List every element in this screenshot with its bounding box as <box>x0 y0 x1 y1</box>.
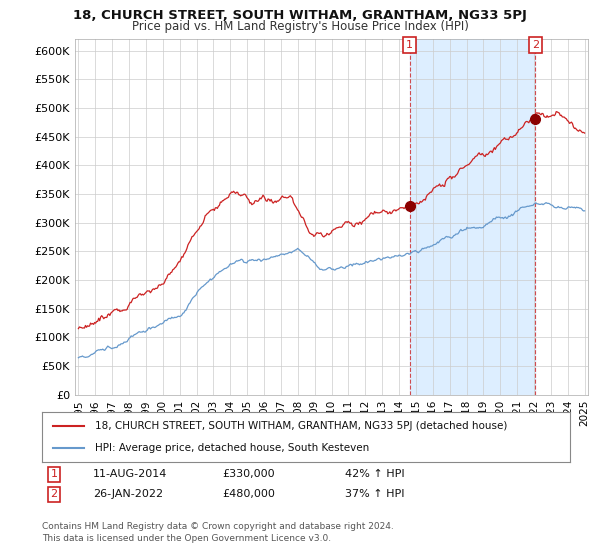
Text: 2: 2 <box>532 40 539 50</box>
Text: 26-JAN-2022: 26-JAN-2022 <box>93 489 163 500</box>
Text: Price paid vs. HM Land Registry's House Price Index (HPI): Price paid vs. HM Land Registry's House … <box>131 20 469 33</box>
Text: 11-AUG-2014: 11-AUG-2014 <box>93 469 167 479</box>
Text: 18, CHURCH STREET, SOUTH WITHAM, GRANTHAM, NG33 5PJ: 18, CHURCH STREET, SOUTH WITHAM, GRANTHA… <box>73 9 527 22</box>
Text: 18, CHURCH STREET, SOUTH WITHAM, GRANTHAM, NG33 5PJ (detached house): 18, CHURCH STREET, SOUTH WITHAM, GRANTHA… <box>95 421 507 431</box>
Text: 1: 1 <box>406 40 413 50</box>
Text: Contains HM Land Registry data © Crown copyright and database right 2024.
This d: Contains HM Land Registry data © Crown c… <box>42 522 394 543</box>
Text: £480,000: £480,000 <box>222 489 275 500</box>
Text: 42% ↑ HPI: 42% ↑ HPI <box>345 469 404 479</box>
Text: 37% ↑ HPI: 37% ↑ HPI <box>345 489 404 500</box>
Text: £330,000: £330,000 <box>222 469 275 479</box>
Text: 2: 2 <box>50 489 58 500</box>
Bar <box>410 39 535 395</box>
Text: 1: 1 <box>50 469 58 479</box>
Text: HPI: Average price, detached house, South Kesteven: HPI: Average price, detached house, Sout… <box>95 443 369 453</box>
